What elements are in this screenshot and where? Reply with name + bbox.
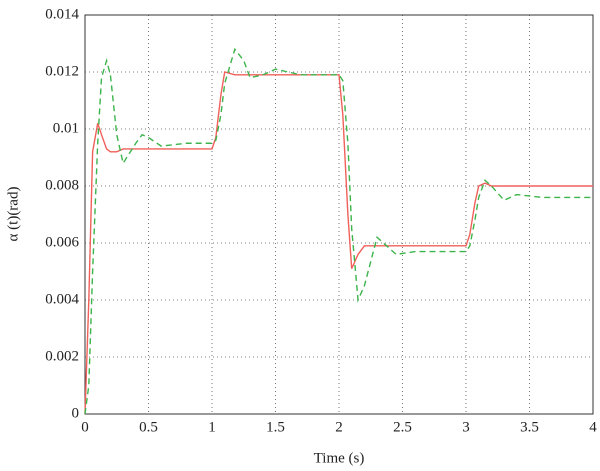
series-line: [84, 47, 593, 415]
x-tick-label: 3: [462, 419, 470, 435]
x-tick-label: 4: [589, 419, 597, 435]
x-tick-label: 3.5: [520, 419, 539, 435]
y-tick-label: 0.014: [45, 6, 79, 22]
x-tick-label: 0: [81, 419, 89, 435]
y-tick-label: 0.01: [53, 120, 79, 136]
y-tick-label: 0.002: [45, 348, 79, 364]
x-tick-label: 1.5: [266, 419, 285, 435]
y-axis-label: α (t)(rad): [5, 187, 21, 242]
x-tick-label: 2: [335, 419, 343, 435]
y-tick-label: 0.006: [45, 234, 79, 250]
y-tick-label: 0.012: [45, 63, 79, 79]
plot-frame: [84, 14, 594, 415]
x-tick-label: 2.5: [393, 419, 412, 435]
x-tick-label: 1: [208, 419, 216, 435]
x-axis-label: Time (s): [314, 450, 365, 466]
y-tick-label: 0.004: [45, 291, 79, 307]
y-tick-label: 0.008: [45, 177, 79, 193]
y-tick-label: 0: [72, 405, 80, 421]
x-tick-label: 0.5: [139, 419, 158, 435]
